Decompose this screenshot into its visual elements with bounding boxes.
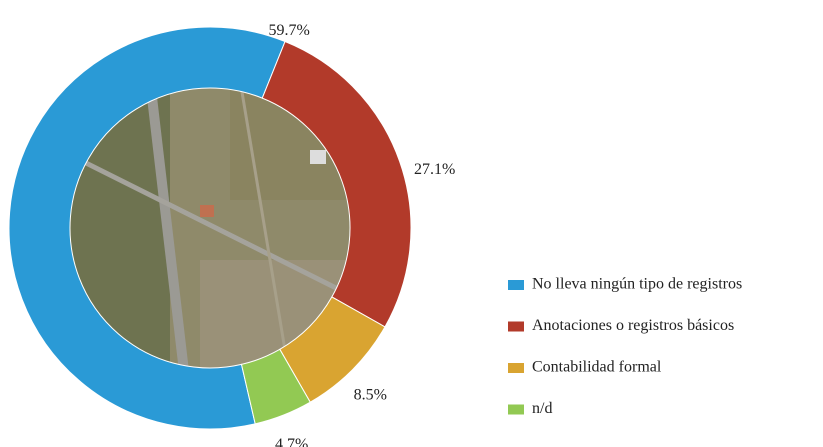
legend-label: Contabilidad formal bbox=[532, 359, 662, 376]
donut-segment bbox=[8, 26, 286, 430]
data-label: 4.7% bbox=[275, 436, 308, 447]
data-label: 8.5% bbox=[354, 386, 387, 403]
donut-segment bbox=[240, 348, 311, 425]
data-label: 27.1% bbox=[414, 161, 455, 178]
legend-swatch bbox=[508, 404, 524, 415]
data-label: 59.7% bbox=[268, 22, 309, 39]
center-photo bbox=[70, 88, 350, 368]
legend-label: n/d bbox=[532, 400, 552, 417]
legend-label: No lleva ningún tipo de registros bbox=[532, 276, 742, 293]
legend-swatch bbox=[508, 321, 524, 332]
legend-swatch bbox=[508, 280, 524, 290]
legend-label: Anotaciones o registros básicos bbox=[532, 317, 734, 334]
legend-swatch bbox=[508, 363, 524, 373]
